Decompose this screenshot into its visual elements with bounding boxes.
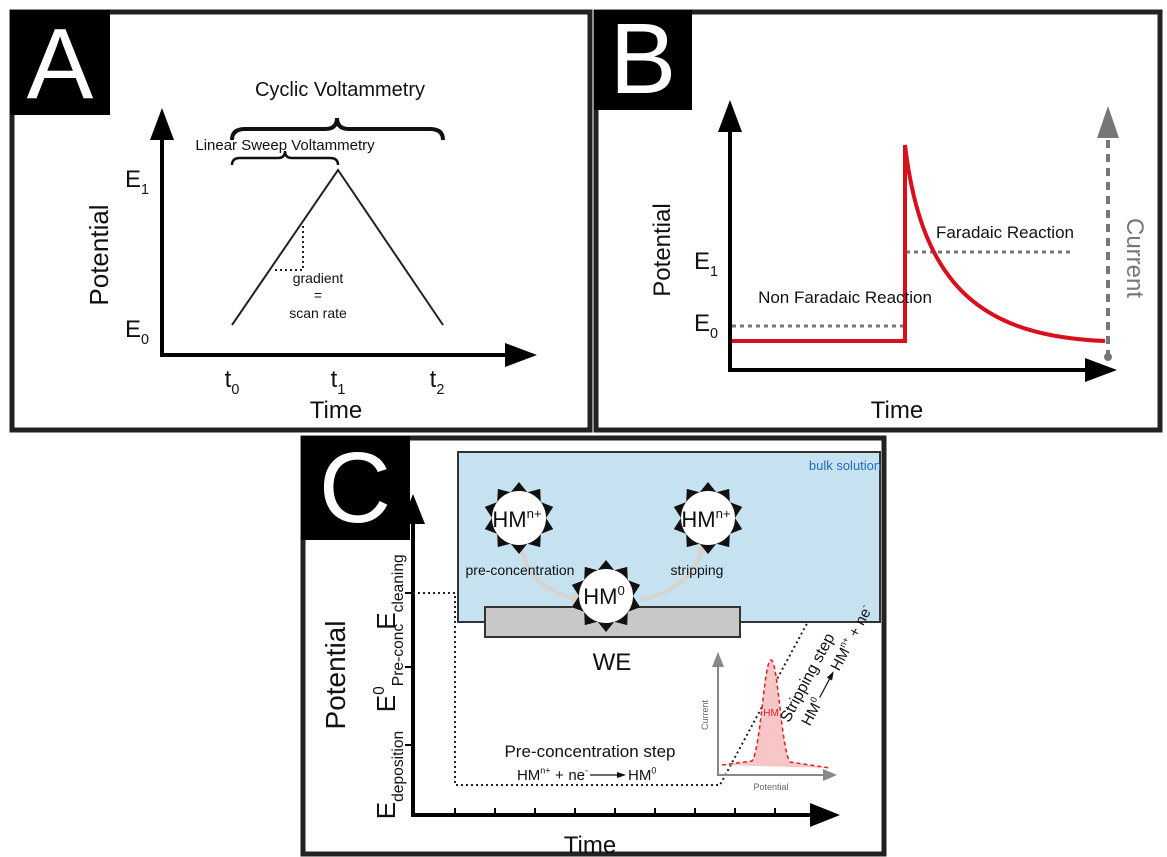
y-axis-label: Potential (649, 203, 676, 296)
subscript: 0 (710, 326, 718, 342)
subscript: Pre-conc (390, 624, 407, 687)
subscript: 0 (141, 332, 149, 348)
text-run: HM (517, 767, 540, 784)
step-label: Pre-concentration step (504, 742, 675, 761)
panel-label: C (319, 432, 391, 544)
panel-c: C bulk solution HMn+ HMn+ HM0 pre-concen… (301, 432, 884, 857)
subscript: 1 (710, 264, 718, 280)
x-axis-label: Time (564, 832, 616, 857)
text-run: E (371, 802, 401, 819)
inset-x-label: Potential (753, 782, 788, 792)
superscript: n+ (540, 766, 550, 776)
subscript: 1 (141, 182, 149, 198)
text-run: E (694, 310, 710, 337)
subscript: 1 (337, 382, 345, 398)
x-axis-label: Time (310, 397, 362, 424)
text-run: E (125, 166, 141, 193)
superscript: 0 (651, 766, 656, 776)
cyclic-label: Cyclic Voltammetry (255, 79, 425, 101)
superscript: n+ (716, 506, 731, 521)
text-run: HM (492, 507, 526, 532)
superscript: 0 (371, 686, 388, 695)
annotation: Non Faradaic Reaction (758, 288, 932, 307)
text-run: E (125, 316, 141, 343)
subscript: cleaning (390, 554, 407, 612)
y-axis-label: Potential (84, 204, 114, 305)
annotation: Faradaic Reaction (936, 223, 1074, 242)
superscript: 0 (617, 583, 624, 598)
panel-label: B (610, 3, 677, 115)
panel-a: A Cyclic Voltammetry Linear Sweep Voltam… (10, 8, 590, 430)
figure: A Cyclic Voltammetry Linear Sweep Voltam… (0, 0, 1167, 857)
x-axis-label: Time (871, 397, 923, 424)
superscript: n+ (527, 506, 542, 521)
text-run: ne (568, 767, 585, 784)
y-axis-label: Potential (320, 621, 351, 730)
text-run: HM (628, 767, 651, 784)
linear-label: Linear Sweep Voltammetry (195, 137, 375, 154)
annotation: stripping (671, 562, 724, 578)
subscript: 0 (231, 382, 239, 398)
inset-y-label: Current (700, 699, 710, 730)
panel-label: A (27, 8, 94, 120)
axis-point (1104, 353, 1112, 361)
annotation: scan rate (289, 305, 347, 321)
annotation: bulk solution (809, 458, 881, 473)
electrode-label: WE (593, 649, 632, 676)
text-run: E (371, 695, 401, 712)
page: { "panel_a": { "label": "A", "cyclic": "… (0, 0, 1167, 857)
panel-b: B Potential Current E1 E0 Faradaic React… (594, 3, 1160, 430)
text-run: + (555, 767, 564, 784)
annotation: pre-concentration (466, 562, 575, 578)
annotation: gradient (293, 270, 344, 286)
text-run: HM (681, 507, 715, 532)
annotation: = (314, 287, 322, 303)
subscript: 2 (436, 382, 444, 398)
subscript: deposition (390, 731, 407, 802)
text-run: HM (583, 584, 617, 609)
text-run: E (694, 248, 710, 275)
superscript: - (585, 766, 588, 776)
y2-axis-label: Current (1121, 218, 1148, 298)
